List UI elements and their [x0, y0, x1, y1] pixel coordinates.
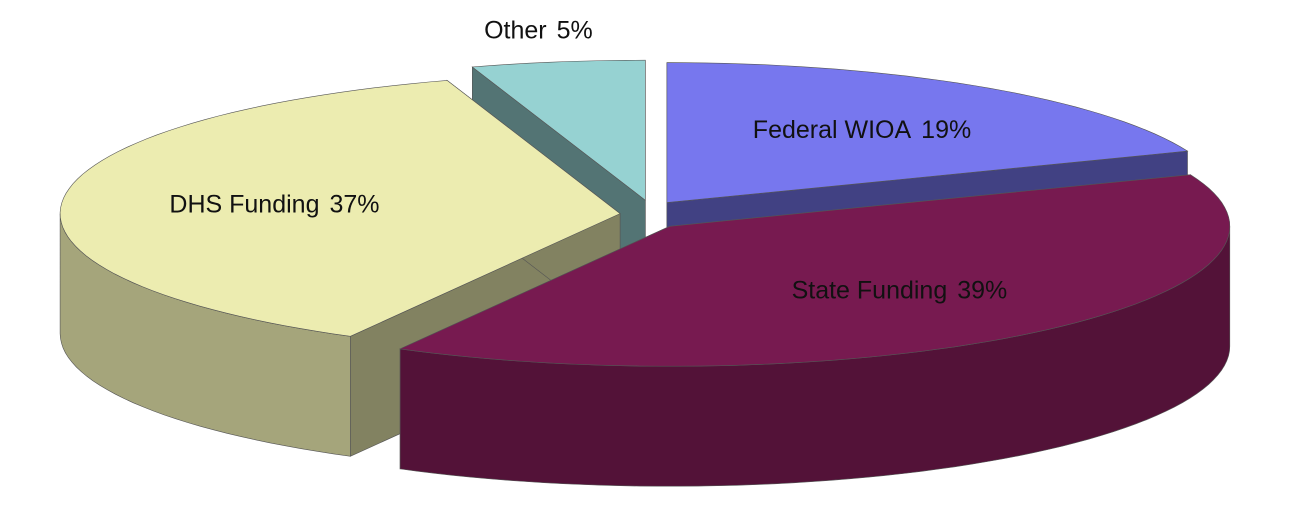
- data-label: Other 5%: [484, 16, 593, 44]
- value-label: 5%: [557, 16, 593, 44]
- category-label: Federal WIOA: [753, 115, 912, 143]
- value-label: 39%: [957, 276, 1007, 304]
- slice: [399, 174, 1231, 367]
- slice: [59, 80, 621, 337]
- value-label: 37%: [329, 190, 379, 218]
- value-label: 19%: [921, 115, 971, 143]
- data-label: State Funding 39%: [792, 276, 1008, 304]
- data-label: Federal WIOA 19%: [753, 115, 971, 143]
- category-label: Other: [484, 16, 547, 44]
- category-label: State Funding: [792, 276, 948, 304]
- category-label: DHS Funding: [169, 190, 319, 218]
- data-label: DHS Funding 37%: [169, 190, 379, 218]
- slice: [471, 59, 646, 201]
- slice: [666, 62, 1189, 203]
